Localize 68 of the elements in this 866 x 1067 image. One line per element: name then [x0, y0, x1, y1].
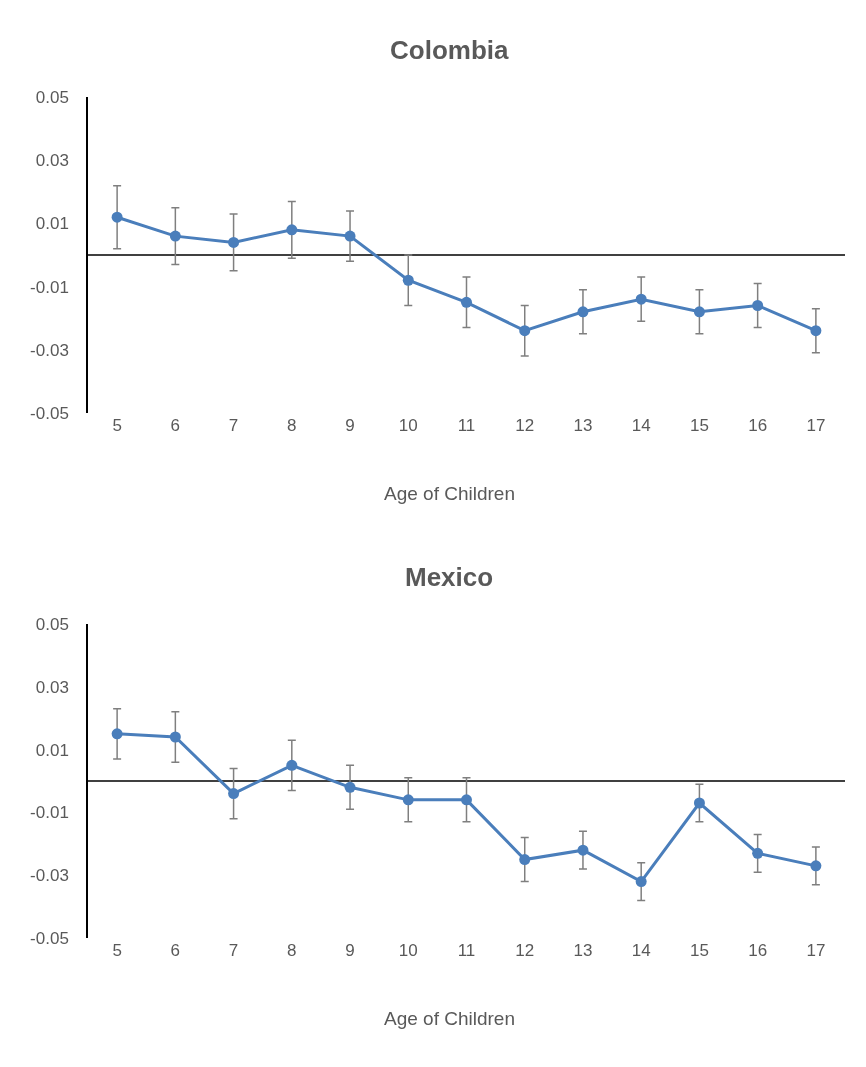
x-tick-label: 5	[112, 941, 122, 961]
x-axis-title: Age of Children	[384, 483, 515, 504]
x-tick-label: 13	[573, 941, 593, 961]
x-tick-label: 6	[170, 941, 181, 961]
x-tick-label: 15	[689, 941, 709, 961]
x-tick-label: 7	[228, 415, 239, 435]
y-tick-label: -0.03	[30, 340, 69, 360]
y-tick-label: -0.01	[30, 803, 69, 823]
point	[810, 325, 822, 337]
point	[752, 299, 764, 311]
x-tick-label: 7	[228, 941, 239, 961]
point	[228, 236, 240, 248]
point	[228, 788, 240, 800]
point	[577, 844, 589, 856]
x-tick-label: 13	[573, 415, 593, 435]
y-tick-label: 0.03	[35, 151, 69, 171]
x-tick-label: 9	[345, 415, 355, 435]
x-tick-label: 17	[806, 941, 826, 961]
point	[344, 230, 356, 242]
x-tick-label: 11	[457, 415, 476, 435]
point	[169, 230, 181, 242]
point	[402, 794, 414, 806]
point	[344, 781, 356, 793]
y-tick-label: -0.01	[30, 277, 69, 297]
point	[461, 794, 472, 806]
point	[402, 274, 414, 286]
y-tick-label: -0.03	[30, 866, 69, 886]
y-tick-label: 0.03	[35, 677, 69, 697]
x-tick-label: 12	[515, 941, 535, 961]
point	[286, 224, 298, 236]
point	[111, 211, 123, 223]
x-tick-label: 10	[398, 941, 418, 961]
x-tick-label: 5	[112, 415, 122, 435]
y-tick-label: 0.05	[35, 88, 69, 108]
chart-title: Mexico	[405, 562, 494, 592]
point	[635, 876, 647, 888]
point	[752, 847, 764, 859]
point	[577, 306, 589, 318]
x-tick-label: 8	[287, 415, 297, 435]
point	[461, 296, 472, 308]
point	[111, 728, 123, 740]
x-tick-label: 14	[631, 941, 651, 961]
point	[693, 797, 705, 809]
x-tick-label: 12	[515, 415, 535, 435]
x-tick-label: 16	[748, 941, 768, 961]
y-tick-label: -0.05	[30, 929, 69, 949]
point	[693, 306, 705, 318]
y-tick-label: -0.05	[30, 403, 69, 423]
x-tick-label: 15	[689, 415, 709, 435]
point	[519, 325, 531, 337]
y-tick-label: 0.01	[35, 740, 69, 760]
chart-title: Colombia	[390, 35, 509, 65]
y-tick-label: 0.05	[35, 614, 69, 634]
x-tick-label: 9	[345, 941, 355, 961]
x-tick-label: 8	[287, 941, 297, 961]
x-tick-label: 14	[631, 415, 651, 435]
x-tick-label: 11	[457, 941, 476, 961]
x-tick-label: 6	[170, 415, 181, 435]
x-tick-label: 16	[748, 415, 768, 435]
y-tick-label: 0.01	[35, 214, 69, 234]
x-tick-label: 17	[806, 415, 826, 435]
x-tick-label: 10	[398, 415, 418, 435]
point	[169, 731, 181, 743]
point	[810, 860, 822, 872]
point	[635, 293, 647, 305]
point	[519, 854, 531, 866]
x-axis-title: Age of Children	[384, 1008, 515, 1029]
point	[286, 759, 298, 771]
